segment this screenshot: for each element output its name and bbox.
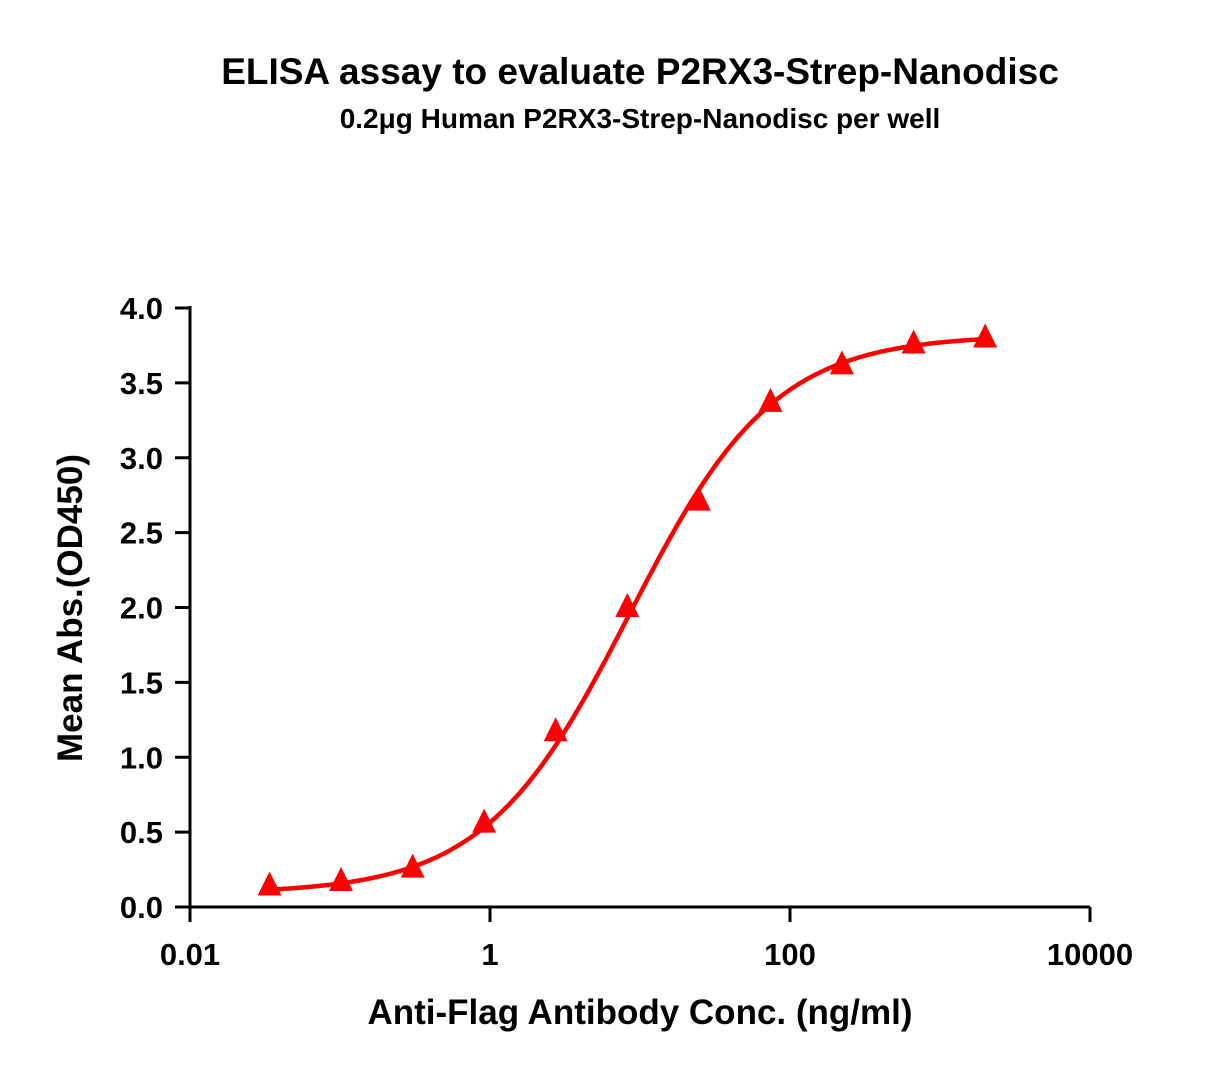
y-tick-label: 4.0 (120, 291, 163, 326)
data-point-triangle (615, 592, 640, 617)
x-tick-label: 1 (481, 937, 498, 972)
y-tick-label: 1.5 (120, 665, 163, 700)
y-tick-label: 2.5 (120, 516, 163, 551)
x-axis-label: Anti-Flag Antibody Conc. (ng/ml) (367, 993, 912, 1032)
chart-title: ELISA assay to evaluate P2RX3-Strep-Nano… (221, 51, 1059, 92)
data-point-triangle (472, 808, 497, 833)
y-tick-label: 0.0 (120, 890, 163, 925)
y-tick-label: 0.5 (120, 815, 163, 850)
data-point-triangle (686, 486, 711, 511)
y-tick-label: 3.5 (120, 366, 163, 401)
fit-curve (269, 336, 986, 892)
x-tick-label: 10000 (1047, 937, 1133, 972)
y-tick-label: 3.0 (120, 441, 163, 476)
x-tick-label: 100 (764, 937, 816, 972)
data-point-triangle (758, 387, 783, 412)
y-tick-label: 1.0 (120, 740, 163, 775)
chart-subtitle: 0.2μg Human P2RX3-Strep-Nanodisc per wel… (340, 103, 941, 134)
y-tick-label: 2.0 (120, 591, 163, 626)
data-point-triangle (329, 867, 354, 892)
data-point-triangle (973, 323, 998, 348)
x-tick-label: 0.01 (160, 937, 220, 972)
data-point-triangle (543, 717, 568, 742)
y-axis-label: Mean Abs.(OD450) (51, 454, 90, 762)
data-point-triangle (400, 853, 425, 878)
data-point-triangle (829, 350, 854, 375)
data-point-triangle (257, 871, 282, 896)
data-point-triangle (901, 329, 926, 354)
